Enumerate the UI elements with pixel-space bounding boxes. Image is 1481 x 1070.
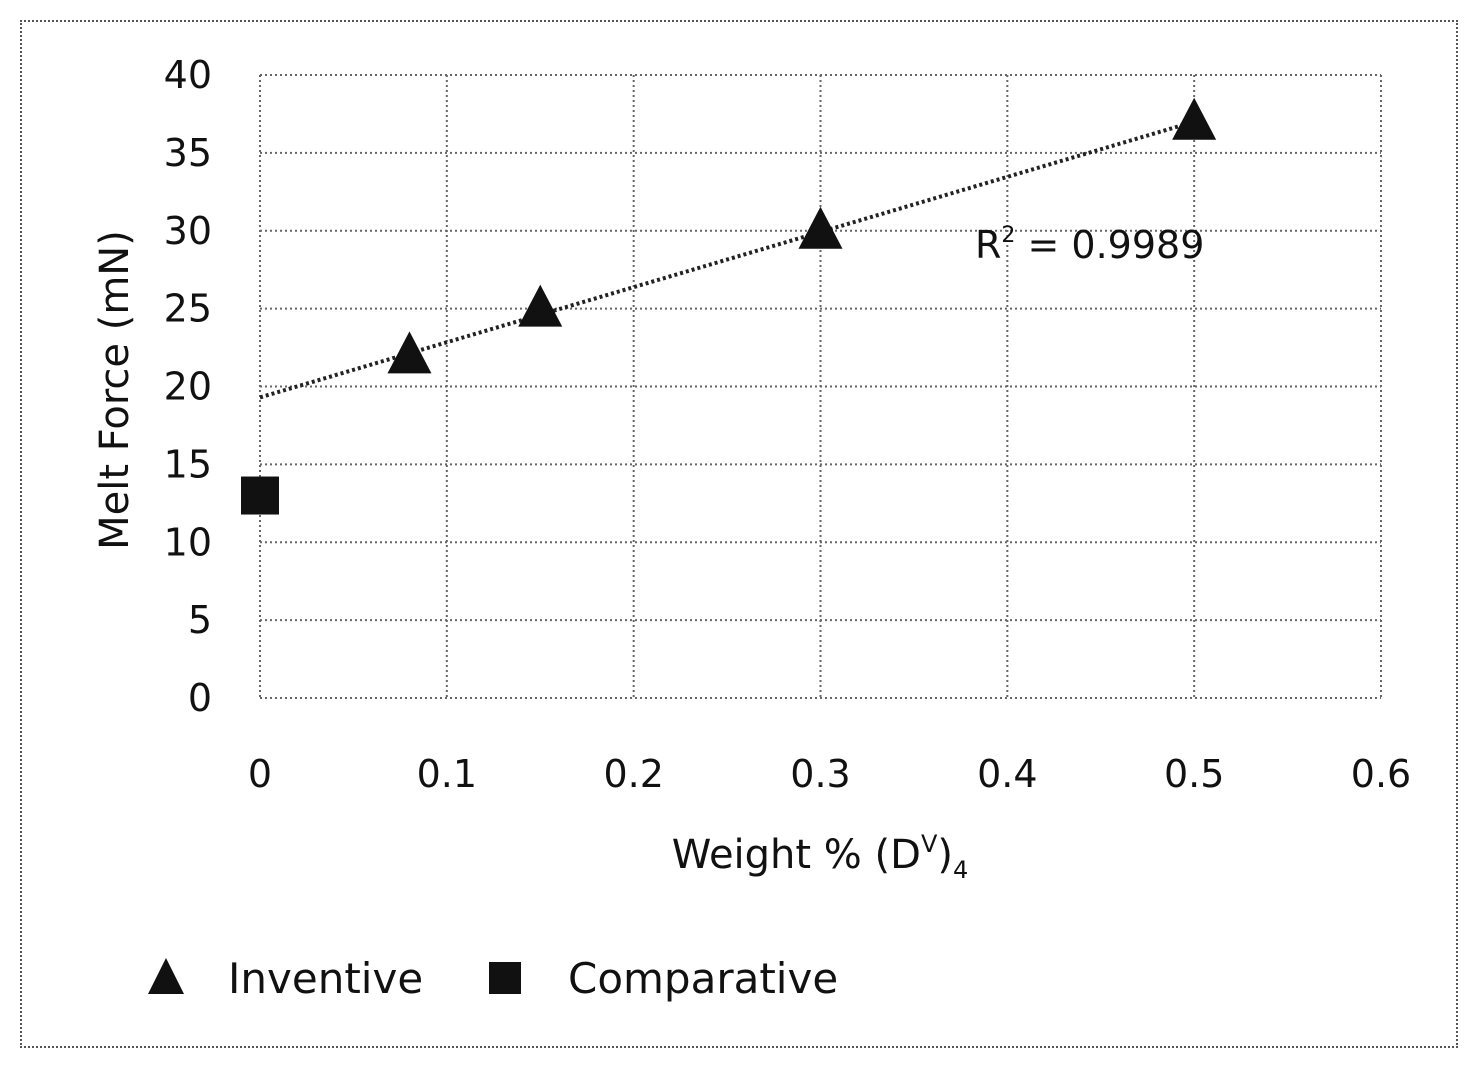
legend: Inventive Comparative <box>148 954 838 1003</box>
y-tick-label: 15 <box>164 442 212 486</box>
y-tick-label: 0 <box>188 676 212 720</box>
grid <box>259 74 1382 699</box>
x-tick-label: 0.6 <box>1351 752 1411 796</box>
r-squared-annotation: R2 = 0.9989 <box>975 223 1204 267</box>
comparative-point <box>241 476 279 515</box>
x-axis-title: Weight % (DV)4 <box>672 830 969 884</box>
legend-label-inventive: Inventive <box>228 954 423 1003</box>
y-tick-labels: 0 5 10 15 20 25 30 35 40 <box>164 53 212 720</box>
legend-label-comparative: Comparative <box>568 954 838 1003</box>
inventive-point <box>387 331 432 374</box>
x-tick-label: 0.5 <box>1164 752 1224 796</box>
x-tick-label: 0.2 <box>603 752 663 796</box>
x-tick-labels: 0 0.1 0.2 0.3 0.4 0.5 0.6 <box>248 752 1411 796</box>
y-tick-label: 35 <box>164 131 212 175</box>
inventive-point <box>1172 97 1217 140</box>
inventive-point <box>518 284 563 327</box>
y-tick-label: 40 <box>164 53 212 97</box>
legend-triangle-icon <box>148 958 184 994</box>
y-tick-label: 5 <box>188 598 212 642</box>
chart-frame <box>20 20 1458 1048</box>
y-axis-title: Melt Force (mN) <box>92 230 138 550</box>
y-tick-label: 25 <box>164 287 212 331</box>
y-tick-label: 10 <box>164 520 212 564</box>
x-tick-label: 0 <box>248 752 272 796</box>
y-tick-label: 20 <box>164 365 212 409</box>
data-points <box>241 97 1217 515</box>
inventive-point <box>798 206 843 249</box>
x-tick-label: 0.3 <box>790 752 850 796</box>
y-tick-label: 30 <box>164 209 212 253</box>
legend-square-icon <box>489 962 521 994</box>
x-tick-label: 0.1 <box>417 752 477 796</box>
x-tick-label: 0.4 <box>977 752 1037 796</box>
